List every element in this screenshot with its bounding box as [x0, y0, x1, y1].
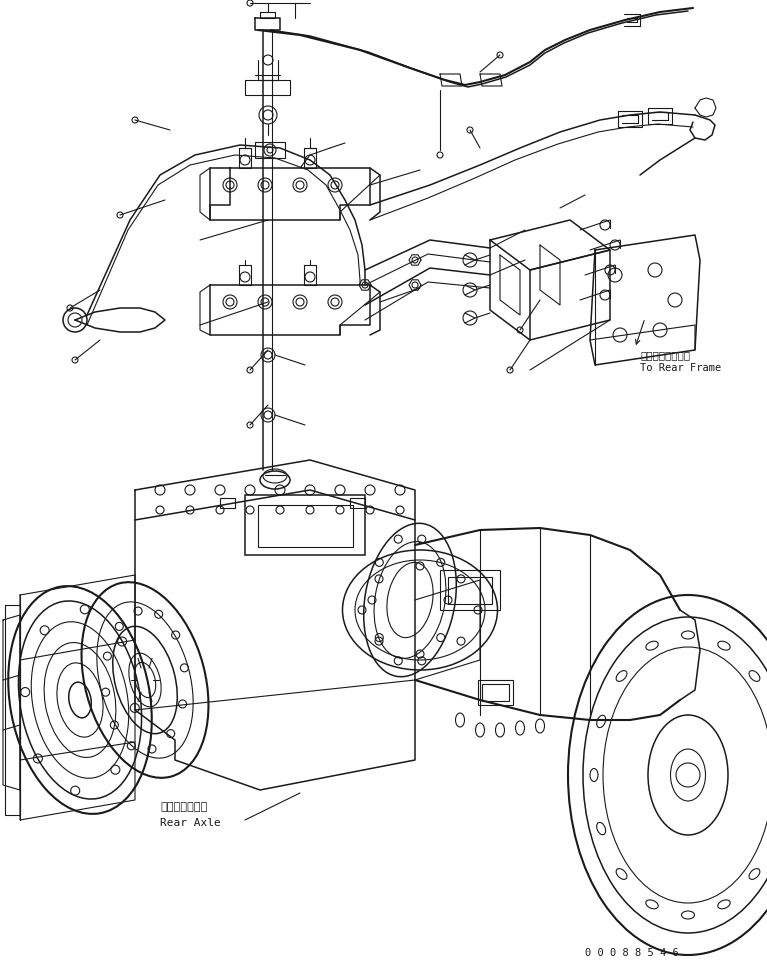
Text: 0 0 0 8 8 5 4 6: 0 0 0 8 8 5 4 6 [585, 948, 679, 958]
Text: リヤーフレームヘ: リヤーフレームヘ [640, 350, 690, 360]
Bar [245, 495, 365, 555]
Bar [350, 498, 365, 508]
Bar [482, 684, 509, 701]
Bar [220, 498, 235, 508]
Text: リヤーアクスル: リヤーアクスル [160, 802, 207, 812]
Bar [478, 680, 513, 705]
Bar [258, 505, 353, 547]
Text: Rear Axle: Rear Axle [160, 818, 221, 828]
Bar [448, 577, 492, 604]
Text: To Rear Frame: To Rear Frame [640, 363, 721, 373]
Bar [440, 570, 500, 610]
